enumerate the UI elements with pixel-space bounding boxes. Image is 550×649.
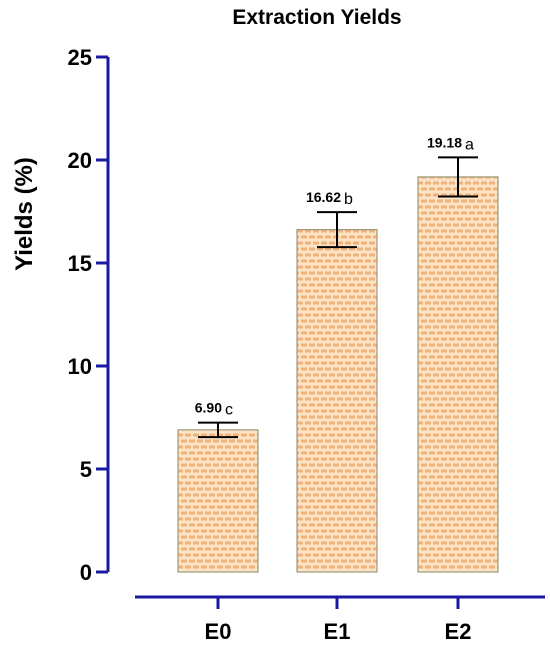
y-tick-label: 0 bbox=[80, 560, 92, 585]
value-label-E1: 16.62 bbox=[306, 189, 341, 205]
bar-E0 bbox=[177, 429, 259, 573]
value-label-E2: 19.18 bbox=[427, 134, 462, 150]
y-tick-label: 15 bbox=[68, 251, 92, 276]
y-tick-label: 20 bbox=[68, 148, 92, 173]
x-tick-label-E2: E2 bbox=[445, 619, 472, 644]
significance-letter-E1: b bbox=[344, 191, 353, 208]
bar-E1 bbox=[296, 229, 378, 573]
value-label-E0: 6.90 bbox=[195, 400, 222, 416]
x-tick-label-E0: E0 bbox=[205, 619, 232, 644]
y-axis: 0 5 10 15 20 25 bbox=[68, 45, 110, 585]
bar-E2 bbox=[417, 176, 499, 573]
significance-letter-E2: a bbox=[465, 136, 474, 153]
y-tick-label: 5 bbox=[80, 457, 92, 482]
significance-letter-E0: c bbox=[225, 402, 233, 419]
y-tick-label: 10 bbox=[68, 354, 92, 379]
chart-title: Extraction Yields bbox=[232, 6, 401, 29]
bars: 6.90 c 16.62 b 19.18 a bbox=[177, 134, 499, 573]
y-axis-label: Yields (%) bbox=[11, 157, 38, 271]
x-tick-label-E1: E1 bbox=[324, 619, 351, 644]
y-tick-label: 25 bbox=[68, 45, 92, 70]
x-axis: E0 E1 E2 bbox=[135, 595, 545, 644]
